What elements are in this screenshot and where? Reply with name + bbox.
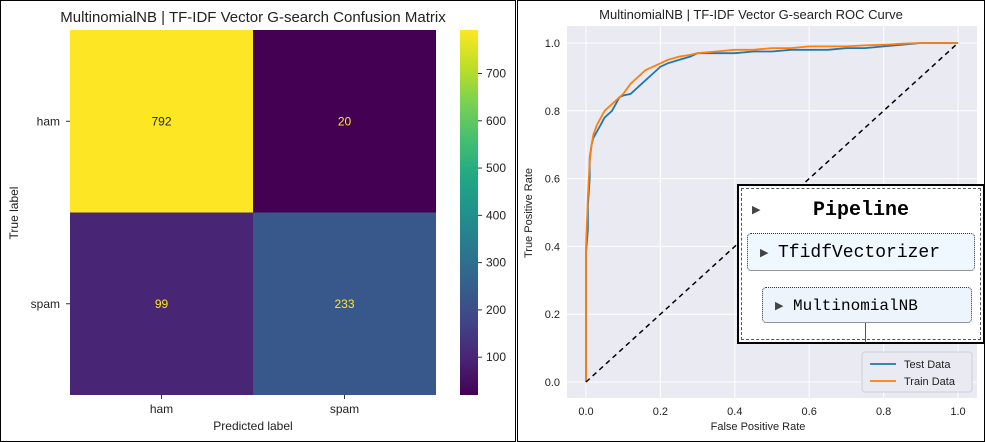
roc-y-tick-label: 0.0: [545, 377, 560, 389]
cm-xlabel: Predicted label: [213, 419, 292, 433]
cm-title: MultinomialNB | TF-IDF Vector G-search C…: [60, 9, 446, 26]
cm-y-tick-label: spam: [31, 297, 60, 311]
roc-title: MultinomialNB | TF-IDF Vector G-search R…: [599, 7, 903, 22]
step-expand-icon: ▶: [760, 246, 769, 259]
cm-cell: [253, 212, 436, 395]
cm-x-tick-label: spam: [330, 402, 359, 416]
roc-legend: Test Data Train Data: [861, 351, 973, 393]
cm-colorbar-ticks: 100 200 300 400 500 600 700: [478, 66, 506, 364]
roc-y-tick-label: 0.4: [545, 241, 560, 253]
roc-legend-box: [861, 351, 973, 393]
cm-colorbar: [460, 30, 478, 395]
cm-ylabel: True label: [7, 187, 21, 240]
roc-x-tick-label: 0.2: [653, 406, 668, 418]
roc-x-ticks: 0.0 0.2 0.4 0.6 0.8 1.0: [578, 406, 965, 418]
pipeline-step-label: MultinomialNB: [793, 297, 918, 315]
roc-y-tick-label: 0.6: [545, 174, 560, 186]
cm-cell-label: 792: [151, 114, 171, 128]
cm-x-tick-label: ham: [150, 402, 173, 416]
roc-x-tick-label: 1.0: [950, 406, 965, 418]
cm-cell: [70, 212, 253, 395]
roc-x-tick-label: 0.0: [578, 406, 593, 418]
cm-colorbar-tick-label: 300: [486, 256, 506, 270]
pipeline-expand-icon[interactable]: ▶: [752, 203, 761, 216]
cm-colorbar-tick-label: 600: [486, 114, 506, 128]
roc-x-tick-label: 0.6: [802, 406, 817, 418]
step-expand-icon: ▶: [775, 299, 784, 312]
cm-cell-label: 20: [338, 114, 352, 128]
pipeline-connector: [865, 323, 866, 343]
cm-y-ticks: ham spam: [31, 114, 70, 311]
roc-y-tick-label: 0.2: [545, 309, 560, 321]
roc-grid: [567, 26, 977, 398]
pipeline-diagram: ▶ Pipeline ▶ TfidfVectorizer ▶ Multinomi…: [737, 184, 985, 344]
cm-cells: [70, 30, 436, 395]
cm-colorbar-tick-label: 200: [486, 303, 506, 317]
cm-cell-labels: 792 20 99 233: [151, 114, 354, 311]
roc-x-tick-label: 0.8: [876, 406, 891, 418]
pipeline-inner-border: ▶ Pipeline ▶ TfidfVectorizer ▶ Multinomi…: [741, 188, 981, 343]
roc-x-tick-label: 0.4: [727, 406, 742, 418]
roc-ylabel: True Positive Rate: [523, 168, 535, 258]
roc-y-tick-label: 0.8: [545, 106, 560, 118]
pipeline-title: Pipeline: [812, 199, 909, 222]
roc-lines: [585, 42, 959, 383]
cm-cell: [70, 30, 253, 213]
roc-y-tick-label: 1.0: [545, 38, 560, 50]
roc-xlabel: False Positive Rate: [711, 421, 806, 433]
legend-label-train: Train Data: [904, 376, 956, 388]
cm-cell-label: 99: [155, 297, 169, 311]
cm-colorbar-tick-label: 100: [486, 350, 506, 364]
legend-label-test: Test Data: [904, 359, 951, 371]
cm-x-ticks: ham spam: [150, 395, 359, 416]
roc-line-train: [585, 42, 958, 382]
cm-colorbar-tick-label: 500: [486, 161, 506, 175]
cm-colorbar-tick-label: 700: [486, 66, 506, 80]
pipeline-step-multinomialnb[interactable]: ▶ MultinomialNB: [762, 287, 972, 323]
cm-cell: [253, 30, 436, 213]
pipeline-step-label: TfidfVectorizer: [778, 243, 941, 263]
roc-y-ticks: 0.0 0.2 0.4 0.6 0.8 1.0: [545, 38, 560, 389]
pipeline-step-tfidf[interactable]: ▶ TfidfVectorizer: [747, 233, 975, 271]
cm-cell-label: 233: [334, 297, 354, 311]
roc-chance-line: [585, 42, 959, 383]
cm-y-tick-label: ham: [37, 114, 60, 128]
cm-colorbar-tick-label: 400: [486, 208, 506, 222]
